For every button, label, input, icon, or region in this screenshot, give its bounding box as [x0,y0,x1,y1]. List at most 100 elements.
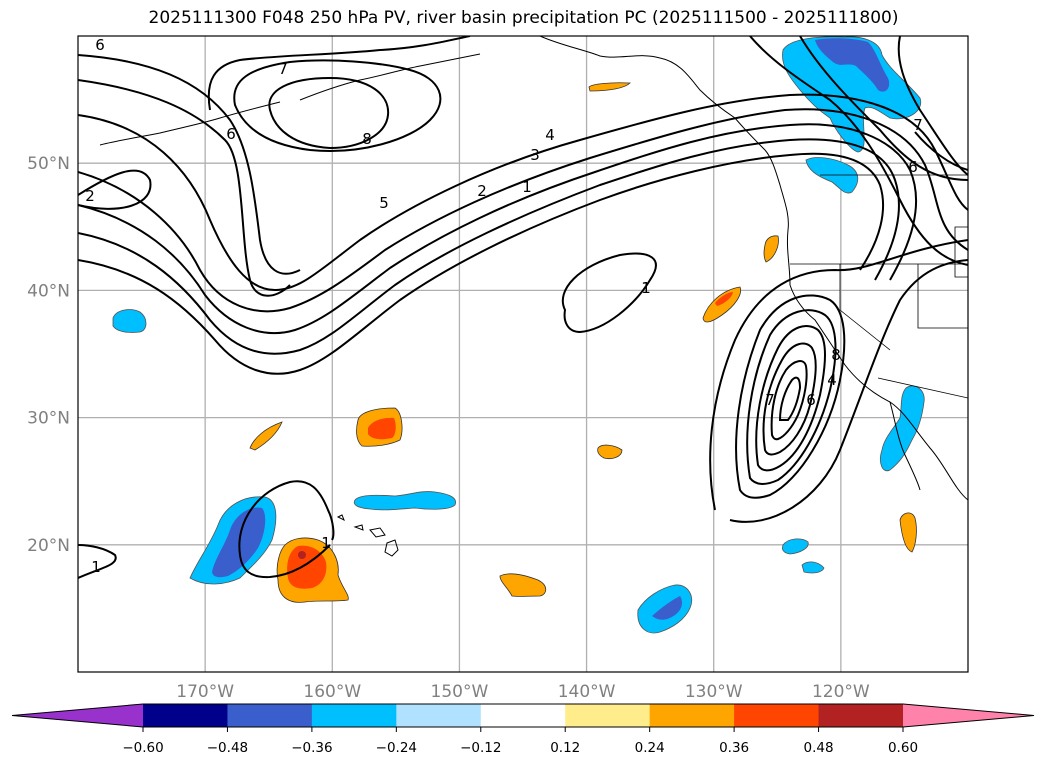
pv-contour [78,123,918,335]
coastline-us-west [789,284,968,501]
contour-label: 1 [321,534,331,552]
pv-contour [729,259,968,523]
colorbar-tick-label: 0.60 [888,740,918,756]
longitude-label: 130°W [685,682,743,702]
longitude-label: 170°W [176,682,234,702]
precip-patch-negative [782,538,809,555]
pv-contour [778,376,802,421]
colorbar-tick-label: −0.36 [291,740,332,756]
pv-contour [709,239,968,511]
precip-patch-positive-core [368,417,396,440]
latitude-label: 50°N [27,154,70,174]
latitude-label: 30°N [27,409,70,429]
colorbar-segment [143,704,228,727]
pv-contour [233,59,442,152]
colorbar-segment [734,704,820,727]
colorbar-segment [396,704,482,727]
colorbar-tick-label: 0.48 [804,740,834,756]
colorbar-segment [649,704,735,727]
colorbar-tick-label: −0.12 [460,740,501,756]
contour-label: 8 [831,346,841,364]
contour-label: 2 [85,187,95,205]
contour-label: 6 [226,125,236,143]
colorbar-extend-max [903,704,1034,727]
pv-contour [78,79,291,297]
colorbar-tick-label: −0.24 [376,740,417,756]
contour-label: 6 [908,158,918,176]
pv-contour [78,152,884,375]
precip-patch-negative [782,36,922,153]
coastline-alaska-peninsula [299,53,481,101]
contour-label: 5 [379,194,389,212]
contour-label: 7 [278,60,288,78]
longitude-label: 140°W [558,682,616,702]
contour-label: 6 [95,36,105,54]
longitude-label: 120°W [812,682,870,702]
contour-label: 7 [765,391,775,409]
pv-contour [78,138,900,355]
pv-contour [755,325,826,472]
precip-patch-positive [588,82,631,92]
precip-patch-positive [763,235,779,263]
pv-contour [914,131,968,171]
pv-contour [735,294,846,499]
colorbar-tick-label: 0.24 [635,740,665,756]
precip-patch-negative [880,385,925,472]
latitude-label: 40°N [27,281,70,301]
precip-patch-positive [597,444,623,459]
coastline-aleutians [99,101,281,146]
contour-label: 8 [362,130,372,148]
precip-patch-positive [249,421,283,451]
pv-contour [78,54,301,275]
pv-contour [268,76,390,150]
contour-labels: 6 7 8 6 2 5 4 3 2 1 1 7 6 4 8 1 6 7 1 [85,36,923,576]
pv-contour [770,360,808,441]
precip-patch-positive [899,512,917,553]
colorbar-segment [818,704,904,727]
pv-contour [78,169,152,210]
contour-label: 4 [545,126,555,144]
latitude-tick-labels: 50°N 40°N 30°N 20°N [27,154,70,556]
pv-contour [238,480,335,579]
longitude-tick-labels: 170°W 160°W 150°W 140°W 130°W 120°W [176,682,870,702]
contour-label: 1 [641,279,651,297]
colorbar-segment [565,704,651,727]
contour-label: 6 [806,391,816,409]
plot-title: 2025111300 F048 250 hPa PV, river basin … [148,8,899,28]
colorbar-segment [480,704,566,727]
pv-contour [746,309,837,485]
precip-patch-max-core [298,551,306,559]
precip-patch-negative-core [652,596,683,620]
hawaii-islands [336,514,399,557]
pv-contour [78,93,968,292]
contour-label: 3 [530,146,540,164]
pv-contour [78,108,968,313]
longitude-label: 160°W [303,682,361,702]
colorbar-tick-label: 0.36 [719,740,749,756]
colorbar-tick-label: −0.48 [207,740,248,756]
contour-label: 4 [827,371,837,389]
contour-label: 1 [91,558,101,576]
colorbar-segment [311,704,397,727]
colorbar: −0.60 −0.48 −0.36 −0.24 −0.12 0.12 0.24 0.36 0.4… [11,703,1035,756]
contour-label: 2 [477,182,487,200]
colorbar-segment [227,704,313,727]
contour-label: 7 [913,116,923,134]
pv-contour [78,544,117,579]
precip-patch-positive [499,573,547,597]
pv-contour [562,252,657,334]
precip-patch-negative [112,309,147,333]
latitude-label: 20°N [27,536,70,556]
plot-frame [77,35,969,673]
contour-label: 1 [522,178,532,196]
coastline-baja [889,401,921,491]
precip-patch-negative [801,561,825,574]
pv-contour [762,342,817,456]
precip-patch-negative [353,491,457,511]
pv-contour [749,36,968,266]
precip-patch-negative-core [815,38,890,92]
pv-contour [207,36,471,111]
pv-contours [78,36,968,579]
colorbar-extend-min [12,704,143,727]
